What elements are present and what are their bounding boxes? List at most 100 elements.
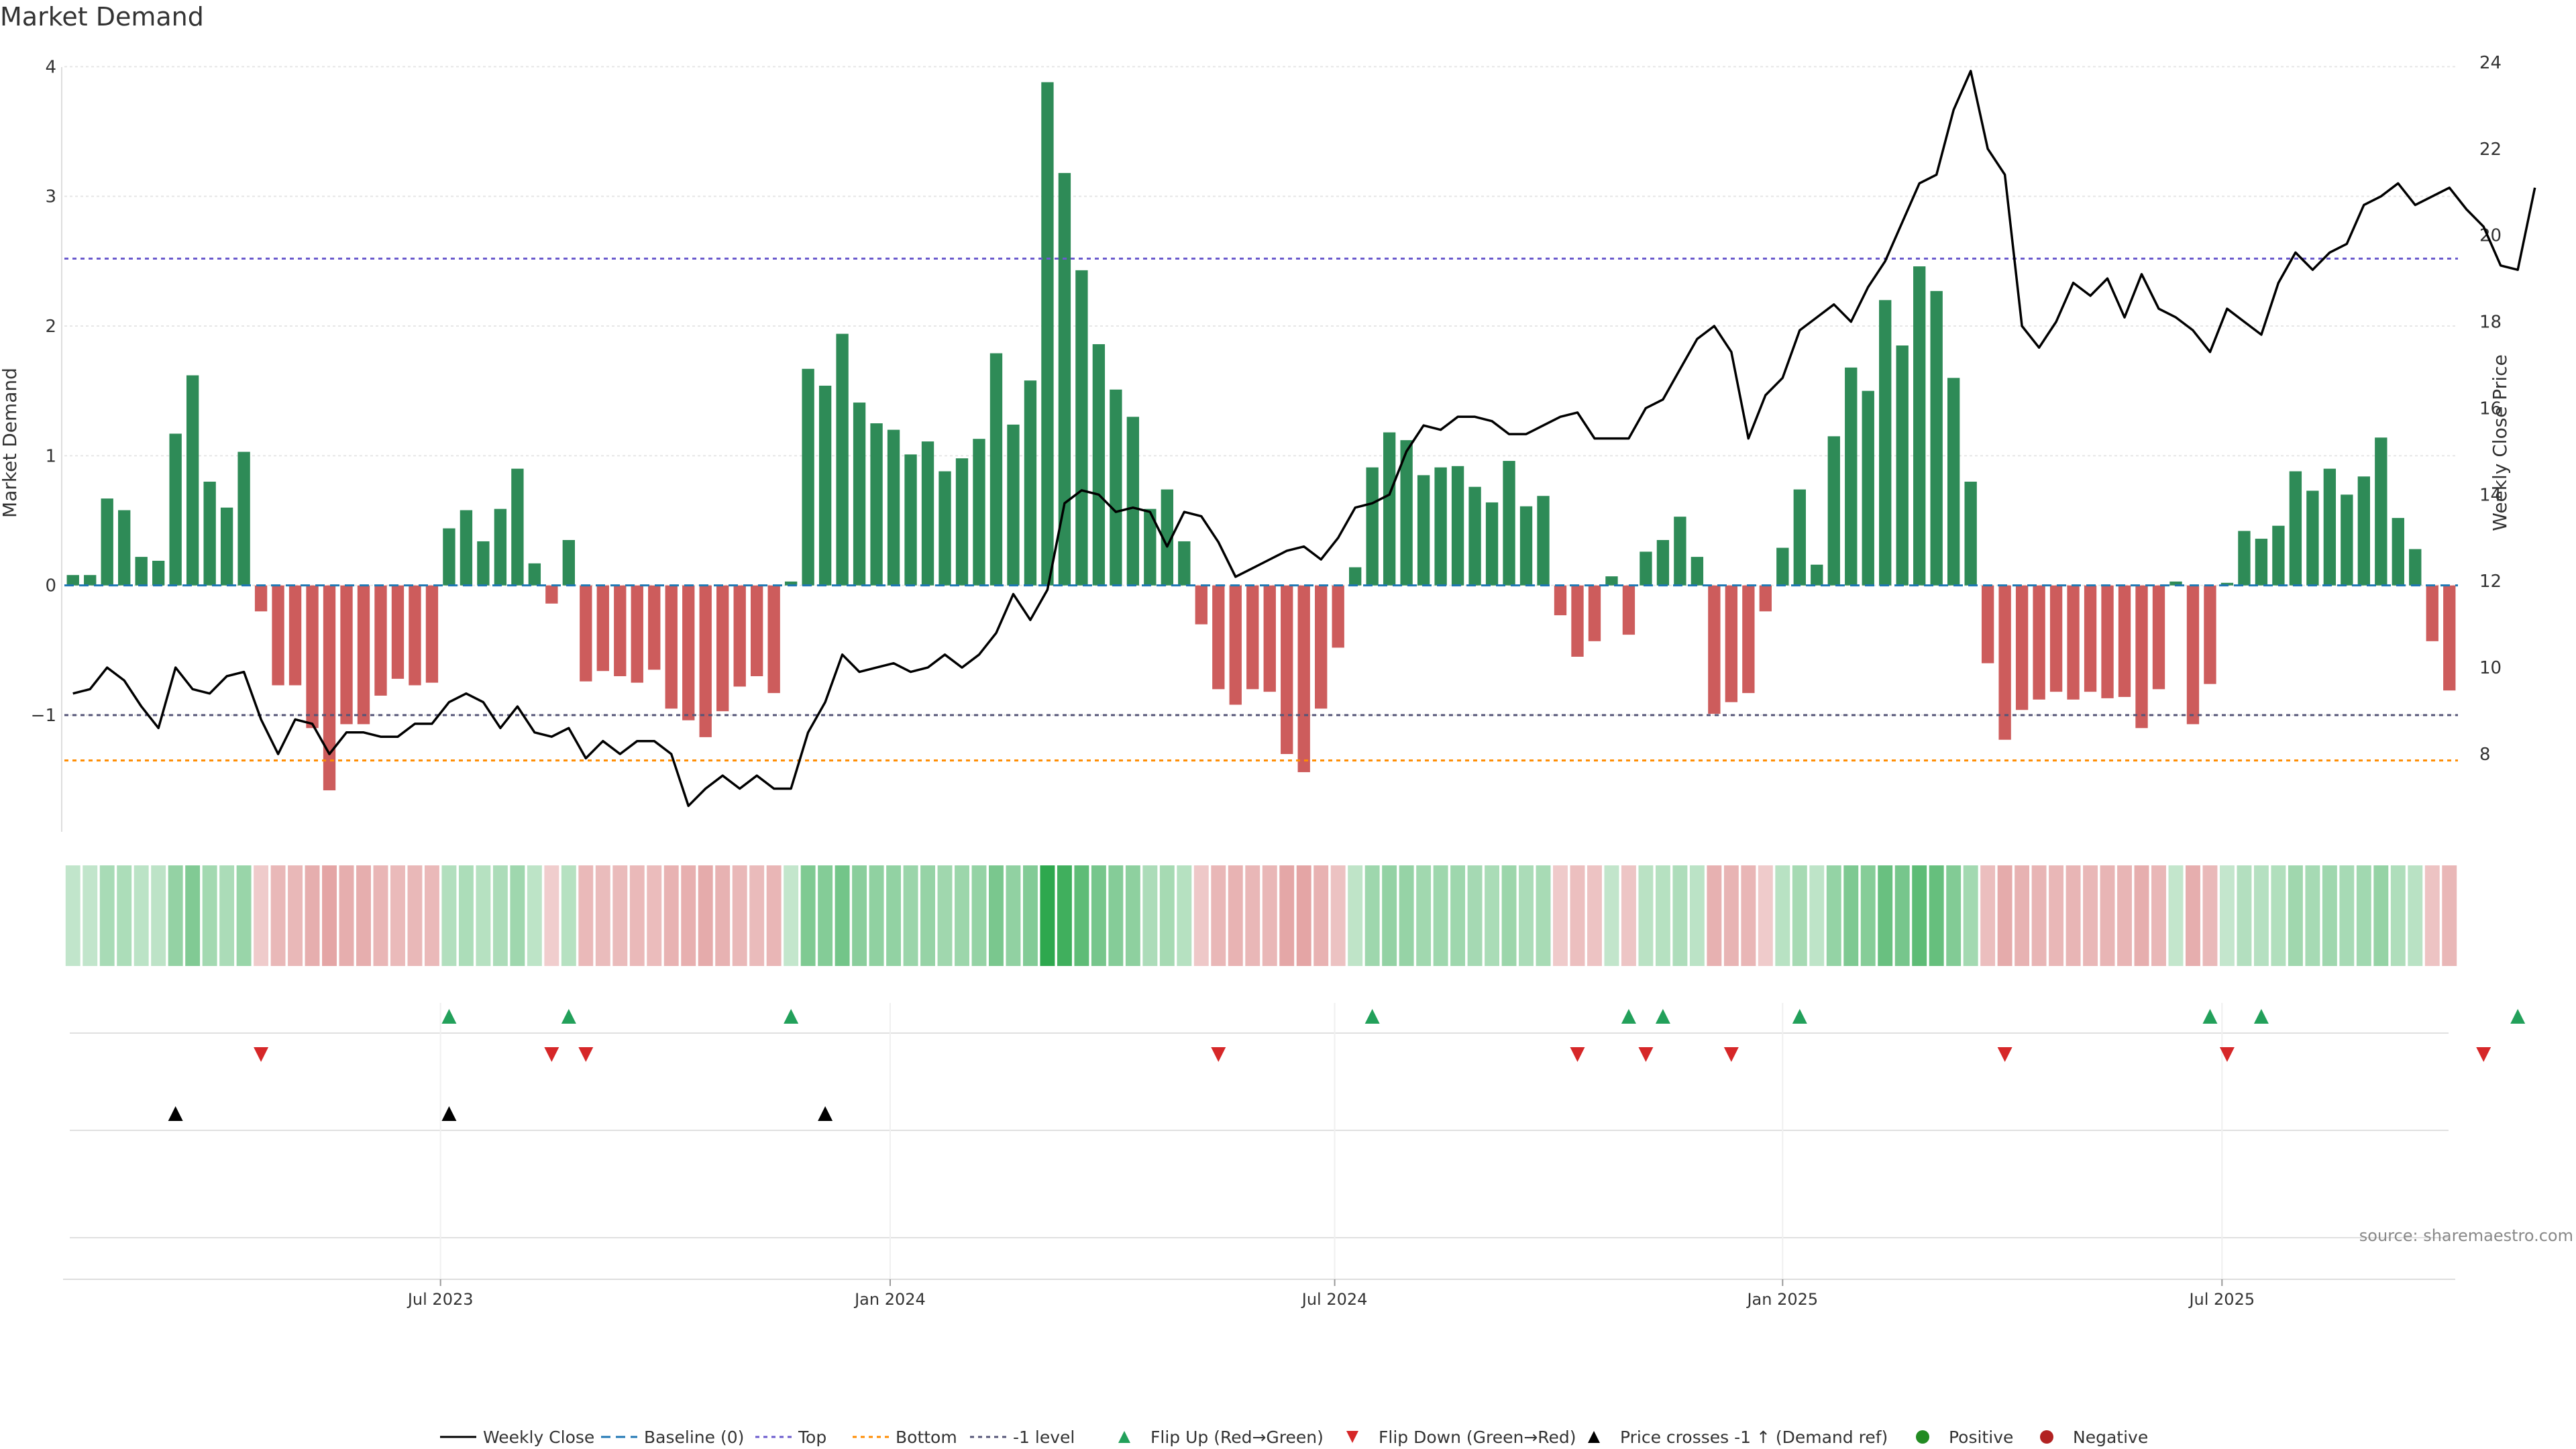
legend-label: Flip Up (Red→Green) [1150, 1428, 1324, 1447]
demand-bar [1246, 585, 1259, 690]
heat-cell [133, 865, 149, 966]
legend-swatch-flip-up [1118, 1431, 1130, 1443]
demand-bar [1383, 432, 1396, 586]
heat-cell [903, 865, 918, 966]
demand-bar [425, 585, 439, 683]
demand-bar [716, 585, 729, 712]
demand-bar [1178, 541, 1191, 586]
heat-cell [2202, 865, 2218, 966]
demand-bar [2443, 585, 2456, 691]
legend-label: Bottom [896, 1428, 957, 1447]
y2-tick-label: 12 [2479, 572, 2502, 592]
demand-bar [1485, 502, 1499, 586]
demand-bar [2409, 549, 2422, 586]
heat-cell [869, 865, 884, 966]
demand-bar [1212, 585, 1225, 690]
demand-bar [528, 563, 541, 586]
heat-cell [1057, 865, 1072, 966]
demand-bar [511, 468, 524, 586]
legend-item-minus1: -1 level [970, 1428, 1075, 1447]
legend-item-top: Top [755, 1428, 826, 1447]
x-axis: Jul 2023 Jan 2024 Jul 2024 Jan 2025 Jul 2025 [407, 1279, 2255, 1309]
demand-bar [1075, 270, 1088, 586]
demand-bar [1554, 585, 1567, 616]
heat-cell [2134, 865, 2149, 966]
demand-bar [1981, 585, 1994, 663]
demand-bar [1605, 576, 1618, 586]
demand-bar [1315, 585, 1328, 709]
heat-cell [2168, 865, 2184, 966]
heat-cell [2151, 865, 2166, 966]
heat-cell [989, 865, 1004, 966]
legend-label: Price crosses -1 ↑ (Demand ref) [1620, 1428, 1888, 1447]
demand-bar [374, 585, 387, 696]
heat-strip [65, 865, 2457, 966]
flip-up-marker [1621, 1009, 1636, 1024]
heat-cell [1843, 865, 1859, 966]
demand-bar [1656, 540, 1670, 586]
heat-cell [920, 865, 935, 966]
demand-bar [1571, 585, 1584, 657]
heat-cell [2271, 865, 2286, 966]
flip-up-marker [2510, 1009, 2526, 1024]
demand-bar [1537, 496, 1550, 586]
x-tick-label: Jul 2024 [1301, 1290, 1368, 1309]
heat-cell [527, 865, 542, 966]
demand-bar [1845, 367, 1858, 586]
cross-up-marker [168, 1106, 183, 1121]
heat-cell [288, 865, 303, 966]
heat-cell [424, 865, 439, 966]
demand-bar [1913, 266, 1926, 586]
demand-bar [767, 585, 780, 694]
demand-bar [1366, 467, 1379, 586]
flip-down-marker [1997, 1047, 2012, 1062]
flip-down-marker [254, 1047, 269, 1062]
demand-bar [1776, 547, 1789, 586]
heat-cell [2356, 865, 2371, 966]
demand-bar [443, 528, 455, 586]
heat-cell [1485, 865, 1500, 966]
demand-bar [288, 585, 302, 686]
heat-cell [1672, 865, 1688, 966]
demand-bar [1332, 585, 1344, 648]
y-tick-label: −1 [31, 706, 56, 726]
demand-bar [1161, 489, 1174, 586]
demand-bar [169, 433, 182, 586]
legend-item-positive: Positive [1916, 1428, 2013, 1447]
cross-up-marker [441, 1106, 457, 1121]
demand-bar [802, 368, 814, 586]
demand-bar [2135, 585, 2148, 729]
heat-cell [1467, 865, 1483, 966]
flip-down-marker [2476, 1047, 2491, 1062]
y2-tick-label: 8 [2479, 745, 2491, 765]
heat-cell [202, 865, 217, 966]
heat-cell [1536, 865, 1551, 966]
y-tick-label: 0 [45, 576, 56, 596]
legend-label: Negative [2073, 1428, 2148, 1447]
heat-cell [1809, 865, 1825, 966]
heat-cell [800, 865, 816, 966]
heat-cell [749, 865, 765, 966]
heat-cell [544, 865, 559, 966]
heat-cell [185, 865, 201, 966]
heat-cell [2015, 865, 2030, 966]
demand-bar [1964, 482, 1977, 586]
heat-cell [1519, 865, 1534, 966]
flip-down-marker [1723, 1047, 1739, 1062]
heat-cell [852, 865, 867, 966]
demand-bar [254, 585, 268, 612]
legend-item-flipdown: Flip Down (Green→Red) [1346, 1428, 1576, 1447]
heat-cell [373, 865, 388, 966]
heat-cell [2288, 865, 2303, 966]
heat-cell [1211, 865, 1226, 966]
heat-cell [339, 865, 354, 966]
demand-bar [921, 441, 934, 586]
demand-bar [1930, 290, 1943, 586]
legend-label: -1 level [1013, 1428, 1075, 1447]
demand-bar [989, 353, 1003, 586]
demand-bar [186, 375, 199, 586]
demand-bar [2186, 585, 2200, 724]
demand-bar [1640, 551, 1652, 586]
heat-cell [937, 865, 953, 966]
